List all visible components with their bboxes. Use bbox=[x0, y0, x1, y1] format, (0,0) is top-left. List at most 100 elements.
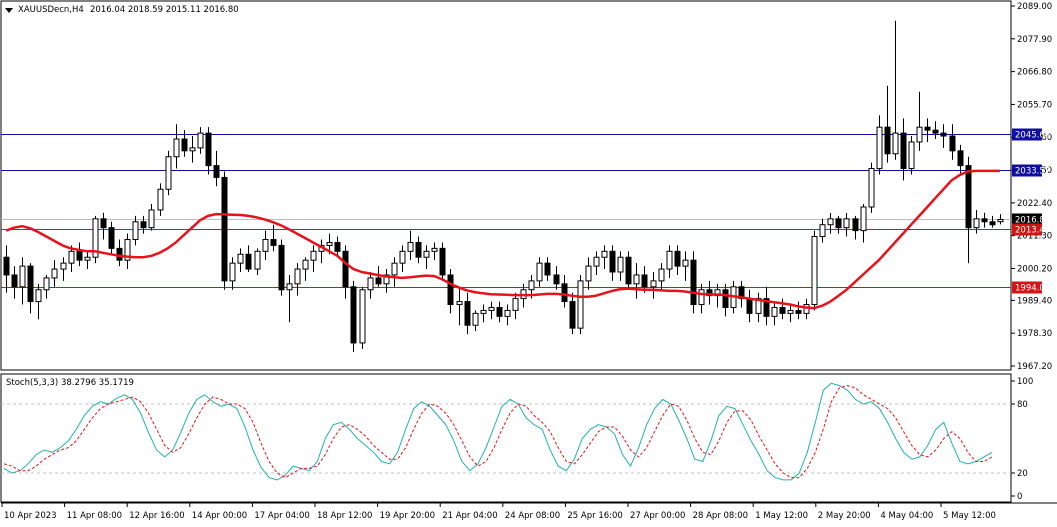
candle-body[interactable] bbox=[237, 253, 244, 264]
candle-body[interactable] bbox=[254, 250, 261, 270]
candle-body[interactable] bbox=[763, 298, 770, 317]
candle-body[interactable] bbox=[569, 301, 576, 329]
candle-body[interactable] bbox=[641, 274, 648, 288]
candle-body[interactable] bbox=[609, 250, 616, 273]
candle-body[interactable] bbox=[811, 236, 818, 306]
candle-body[interactable] bbox=[3, 256, 10, 276]
candle-body[interactable] bbox=[803, 304, 810, 314]
candle-body[interactable] bbox=[205, 132, 212, 167]
candle-body[interactable] bbox=[76, 250, 83, 261]
candle-body[interactable] bbox=[973, 218, 980, 229]
candle-body[interactable] bbox=[100, 218, 107, 229]
candle-body[interactable] bbox=[536, 262, 543, 282]
candle-body[interactable] bbox=[27, 265, 34, 303]
candle-body[interactable] bbox=[940, 132, 947, 137]
candle-body[interactable] bbox=[415, 241, 422, 258]
candle-body[interactable] bbox=[375, 277, 382, 285]
candle-body[interactable] bbox=[949, 135, 956, 152]
candle-body[interactable] bbox=[456, 301, 463, 306]
candle-body[interactable] bbox=[625, 256, 632, 285]
candle-body[interactable] bbox=[399, 250, 406, 264]
candle-body[interactable] bbox=[779, 306, 786, 314]
candle-body[interactable] bbox=[19, 265, 26, 288]
candle-body[interactable] bbox=[229, 262, 236, 282]
candle-body[interactable] bbox=[682, 259, 689, 267]
candle-body[interactable] bbox=[658, 268, 665, 282]
candle-body[interactable] bbox=[310, 250, 317, 261]
candle-body[interactable] bbox=[601, 250, 608, 258]
candle-body[interactable] bbox=[124, 238, 131, 261]
candle-body[interactable] bbox=[43, 277, 50, 291]
candle-body[interactable] bbox=[819, 224, 826, 238]
candle-body[interactable] bbox=[795, 309, 802, 314]
candle-body[interactable] bbox=[892, 132, 899, 155]
candle-body[interactable] bbox=[666, 250, 673, 270]
candle-body[interactable] bbox=[278, 244, 285, 291]
candle-body[interactable] bbox=[350, 286, 357, 344]
candle-body[interactable] bbox=[916, 126, 923, 143]
candle-body[interactable] bbox=[270, 238, 277, 246]
candle-body[interactable] bbox=[383, 274, 390, 285]
candle-body[interactable] bbox=[722, 289, 729, 308]
candle-body[interactable] bbox=[108, 227, 115, 249]
candle-body[interactable] bbox=[674, 250, 681, 267]
candle-body[interactable] bbox=[367, 277, 374, 291]
candle-body[interactable] bbox=[157, 188, 164, 211]
candle-body[interactable] bbox=[633, 274, 640, 285]
candle-body[interactable] bbox=[650, 280, 657, 288]
candle-body[interactable] bbox=[447, 274, 454, 306]
candle-body[interactable] bbox=[553, 274, 560, 285]
candle-body[interactable] bbox=[755, 298, 762, 314]
price-panel[interactable]: 2089.002077.902066.802055.702044.602033.… bbox=[0, 0, 1052, 372]
candle-body[interactable] bbox=[561, 283, 568, 303]
candle-body[interactable] bbox=[480, 309, 487, 314]
candle-body[interactable] bbox=[504, 309, 511, 317]
candle-body[interactable] bbox=[617, 256, 624, 273]
candle-body[interactable] bbox=[981, 218, 988, 223]
candle-body[interactable] bbox=[860, 206, 867, 232]
candle-body[interactable] bbox=[924, 126, 931, 131]
candle-body[interactable] bbox=[852, 218, 859, 232]
candle-body[interactable] bbox=[197, 132, 204, 149]
candle-body[interactable] bbox=[35, 289, 42, 303]
candle-body[interactable] bbox=[407, 241, 414, 252]
candle-body[interactable] bbox=[326, 241, 333, 246]
candle-body[interactable] bbox=[827, 218, 834, 226]
candle-body[interactable] bbox=[148, 209, 155, 229]
candle-body[interactable] bbox=[496, 306, 503, 317]
candle-body[interactable] bbox=[544, 262, 551, 276]
candle-body[interactable] bbox=[92, 218, 99, 258]
candle-body[interactable] bbox=[286, 283, 293, 291]
candle-body[interactable] bbox=[132, 221, 139, 240]
candle-body[interactable] bbox=[528, 280, 535, 291]
candle-body[interactable] bbox=[876, 126, 883, 170]
candle-body[interactable] bbox=[843, 218, 850, 229]
candle-body[interactable] bbox=[908, 141, 915, 170]
candle-body[interactable] bbox=[957, 150, 964, 167]
candle-body[interactable] bbox=[884, 126, 891, 155]
candle-body[interactable] bbox=[835, 218, 842, 229]
candle-body[interactable] bbox=[423, 250, 430, 258]
candle-body[interactable] bbox=[997, 218, 1004, 223]
candle-body[interactable] bbox=[84, 256, 91, 261]
candle-body[interactable] bbox=[472, 312, 479, 326]
candle-body[interactable] bbox=[173, 138, 180, 158]
candle-body[interactable] bbox=[868, 168, 875, 208]
candle-body[interactable] bbox=[334, 241, 341, 252]
candle-body[interactable] bbox=[771, 306, 778, 317]
candle-body[interactable] bbox=[391, 262, 398, 276]
candle-body[interactable] bbox=[181, 138, 188, 152]
candle-body[interactable] bbox=[359, 289, 366, 344]
candle-body[interactable] bbox=[585, 265, 592, 282]
candle-body[interactable] bbox=[690, 259, 697, 306]
candle-body[interactable] bbox=[294, 268, 301, 285]
candle-body[interactable] bbox=[51, 268, 58, 279]
candle-body[interactable] bbox=[213, 165, 220, 178]
candle-body[interactable] bbox=[165, 156, 172, 190]
candle-body[interactable] bbox=[189, 147, 196, 152]
candle-body[interactable] bbox=[60, 262, 67, 270]
candle-body[interactable] bbox=[431, 247, 438, 252]
stochastic-panel[interactable]: 100 80 20 0 bbox=[0, 373, 1033, 503]
candle-body[interactable] bbox=[577, 280, 584, 329]
